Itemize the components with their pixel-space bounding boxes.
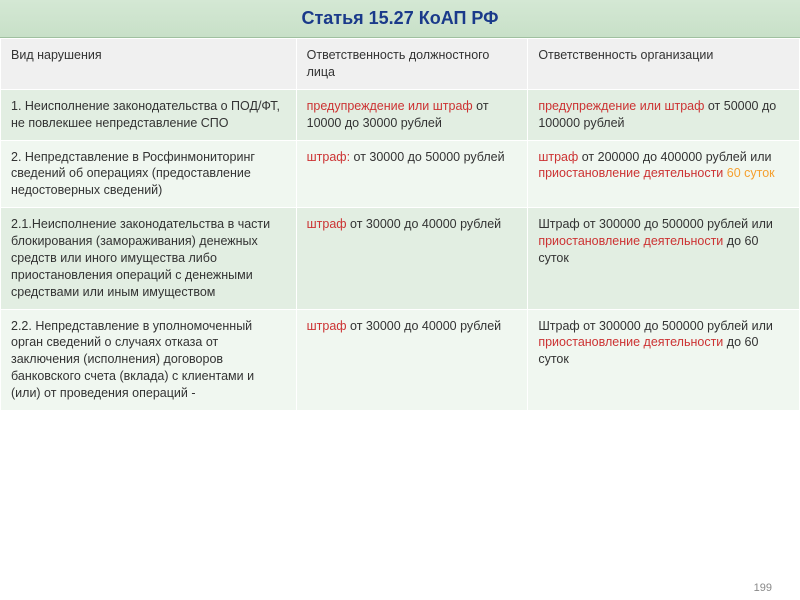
col-header-official: Ответственность должностного лица <box>296 39 528 90</box>
table-row: 2. Непредставление в Росфинмониторинг св… <box>1 140 800 208</box>
penalty-highlight: предупреждение или штраф <box>538 99 704 113</box>
penalty-highlight: штраф <box>307 217 347 231</box>
col-header-violation: Вид нарушения <box>1 39 297 90</box>
cell-violation: 2. Непредставление в Росфинмониторинг св… <box>1 140 297 208</box>
cell-official: предупреждение или штраф от 10000 до 300… <box>296 89 528 140</box>
cell-violation: 1. Неисполнение законодательства о ПОД/Ф… <box>1 89 297 140</box>
cell-official: штраф: от 30000 до 50000 рублей <box>296 140 528 208</box>
cell-org: Штраф от 300000 до 500000 рублей или при… <box>528 309 800 410</box>
penalty-highlight: штраф <box>538 150 578 164</box>
penalty-highlight: приостановление деятельности <box>538 166 723 180</box>
page-title: Статья 15.27 КоАП РФ <box>0 8 800 29</box>
page-number: 199 <box>754 582 772 594</box>
cell-violation: 2.2. Непредставление в уполномоченный ор… <box>1 309 297 410</box>
cell-org: предупреждение или штраф от 50000 до 100… <box>528 89 800 140</box>
cell-org: Штраф от 300000 до 500000 рублей или при… <box>528 208 800 309</box>
penalty-text: от 30000 до 50000 рублей <box>350 150 505 164</box>
table-header-row: Вид нарушения Ответственность должностно… <box>1 39 800 90</box>
penalty-highlight: штраф <box>307 319 347 333</box>
cell-org: штраф от 200000 до 400000 рублей или при… <box>528 140 800 208</box>
penalty-highlight: предупреждение или штраф <box>307 99 473 113</box>
penalty-text: Штраф от 300000 до 500000 рублей или <box>538 319 773 333</box>
table-row: 1. Неисполнение законодательства о ПОД/Ф… <box>1 89 800 140</box>
penalty-highlight: штраф: <box>307 150 350 164</box>
penalty-text: Штраф от 300000 до 500000 рублей или <box>538 217 773 231</box>
penalty-text: от 30000 до 40000 рублей <box>347 217 502 231</box>
penalty-highlight-orange: 60 суток <box>723 166 774 180</box>
cell-violation: 2.1.Неисполнение законодательства в част… <box>1 208 297 309</box>
table-row: 2.1.Неисполнение законодательства в част… <box>1 208 800 309</box>
table-row: 2.2. Непредставление в уполномоченный ор… <box>1 309 800 410</box>
penalty-highlight: приостановление деятельности <box>538 234 723 248</box>
penalty-text: от 30000 до 40000 рублей <box>347 319 502 333</box>
penalty-text: от 200000 до 400000 рублей или <box>578 150 771 164</box>
penalties-table: Вид нарушения Ответственность должностно… <box>0 38 800 411</box>
cell-official: штраф от 30000 до 40000 рублей <box>296 309 528 410</box>
title-bar: Статья 15.27 КоАП РФ <box>0 0 800 38</box>
col-header-org: Ответственность организации <box>528 39 800 90</box>
cell-official: штраф от 30000 до 40000 рублей <box>296 208 528 309</box>
penalty-highlight: приостановление деятельности <box>538 335 723 349</box>
